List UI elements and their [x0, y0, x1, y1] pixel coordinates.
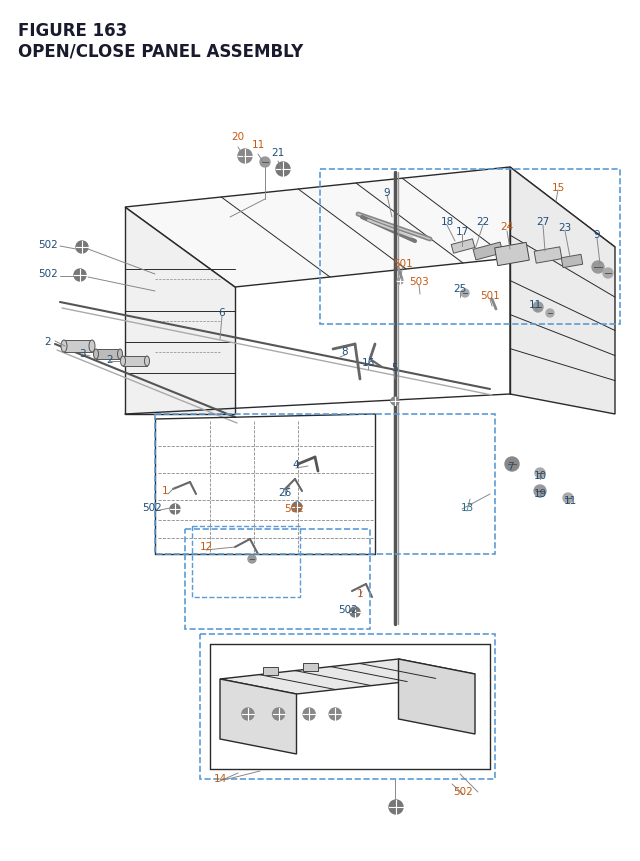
- Text: 12: 12: [200, 542, 212, 551]
- Text: 10: 10: [533, 470, 547, 480]
- Circle shape: [397, 279, 403, 285]
- Text: 22: 22: [476, 217, 490, 226]
- Bar: [185, 530, 370, 629]
- Text: 503: 503: [409, 276, 429, 287]
- Text: 2: 2: [107, 355, 113, 364]
- Circle shape: [248, 555, 256, 563]
- Circle shape: [391, 398, 399, 406]
- Ellipse shape: [120, 356, 125, 367]
- Circle shape: [292, 503, 302, 512]
- Circle shape: [329, 709, 341, 720]
- Text: 502: 502: [284, 504, 304, 513]
- Circle shape: [238, 150, 252, 164]
- Polygon shape: [125, 168, 615, 288]
- Text: FIGURE 163: FIGURE 163: [18, 22, 127, 40]
- Text: 20: 20: [232, 132, 244, 142]
- Ellipse shape: [61, 341, 67, 353]
- Text: 502: 502: [38, 269, 58, 279]
- Circle shape: [546, 310, 554, 318]
- Circle shape: [389, 800, 403, 814]
- Bar: [96, 350, 120, 360]
- Text: 15: 15: [552, 183, 564, 193]
- Circle shape: [461, 289, 469, 298]
- Text: 8: 8: [342, 347, 348, 356]
- Circle shape: [76, 242, 88, 254]
- Polygon shape: [510, 168, 615, 414]
- Text: 14: 14: [213, 773, 227, 784]
- Text: 17: 17: [456, 226, 468, 237]
- Bar: [320, 170, 620, 325]
- Ellipse shape: [89, 341, 95, 353]
- Text: 502: 502: [142, 503, 162, 512]
- Text: 4: 4: [292, 460, 300, 469]
- Polygon shape: [125, 208, 235, 414]
- Bar: [123, 356, 147, 367]
- Text: 11: 11: [529, 300, 541, 310]
- Text: 7: 7: [507, 461, 513, 472]
- Text: 18: 18: [440, 217, 454, 226]
- Text: 2: 2: [45, 337, 51, 347]
- Text: 19: 19: [533, 488, 547, 499]
- Text: 3: 3: [79, 349, 85, 358]
- Circle shape: [74, 269, 86, 282]
- Circle shape: [350, 607, 360, 617]
- Text: 24: 24: [500, 222, 514, 232]
- Text: 13: 13: [460, 503, 474, 512]
- Text: 11: 11: [563, 495, 577, 505]
- Polygon shape: [220, 660, 475, 694]
- Bar: [473, 243, 503, 261]
- Text: OPEN/CLOSE PANEL ASSEMBLY: OPEN/CLOSE PANEL ASSEMBLY: [18, 42, 303, 60]
- Text: 11: 11: [252, 139, 264, 150]
- Circle shape: [273, 709, 285, 720]
- Circle shape: [563, 493, 573, 504]
- Bar: [192, 526, 300, 598]
- Text: 25: 25: [453, 283, 467, 294]
- Circle shape: [533, 303, 543, 313]
- Text: 501: 501: [480, 291, 500, 300]
- Bar: [200, 635, 495, 779]
- Text: 1: 1: [162, 486, 168, 495]
- Text: 23: 23: [558, 223, 572, 232]
- Circle shape: [603, 269, 613, 279]
- Text: 5: 5: [390, 362, 397, 373]
- Circle shape: [505, 457, 519, 472]
- Ellipse shape: [118, 350, 122, 360]
- Text: 9: 9: [384, 188, 390, 198]
- Text: 502: 502: [338, 604, 358, 614]
- Text: 502: 502: [38, 239, 58, 250]
- Circle shape: [592, 262, 604, 274]
- Text: 501: 501: [393, 258, 413, 269]
- Bar: [262, 667, 278, 675]
- Bar: [64, 341, 92, 353]
- Circle shape: [276, 163, 290, 177]
- Bar: [303, 663, 317, 672]
- Bar: [495, 243, 529, 266]
- Text: 27: 27: [536, 217, 550, 226]
- Text: 21: 21: [271, 148, 285, 158]
- Polygon shape: [220, 679, 296, 754]
- Bar: [155, 414, 495, 554]
- Text: 16: 16: [362, 357, 374, 368]
- Text: 26: 26: [278, 487, 292, 498]
- Circle shape: [242, 709, 254, 720]
- Ellipse shape: [145, 356, 150, 367]
- Text: 9: 9: [594, 230, 600, 239]
- Bar: [561, 255, 582, 269]
- Circle shape: [535, 468, 545, 479]
- Ellipse shape: [93, 350, 99, 360]
- Circle shape: [534, 486, 546, 498]
- Text: 502: 502: [453, 786, 473, 796]
- Bar: [534, 248, 562, 263]
- Circle shape: [170, 505, 180, 514]
- Circle shape: [303, 709, 315, 720]
- Text: 6: 6: [219, 307, 225, 318]
- Text: 1: 1: [356, 588, 364, 598]
- Polygon shape: [399, 660, 475, 734]
- Bar: [451, 239, 475, 254]
- Circle shape: [260, 158, 270, 168]
